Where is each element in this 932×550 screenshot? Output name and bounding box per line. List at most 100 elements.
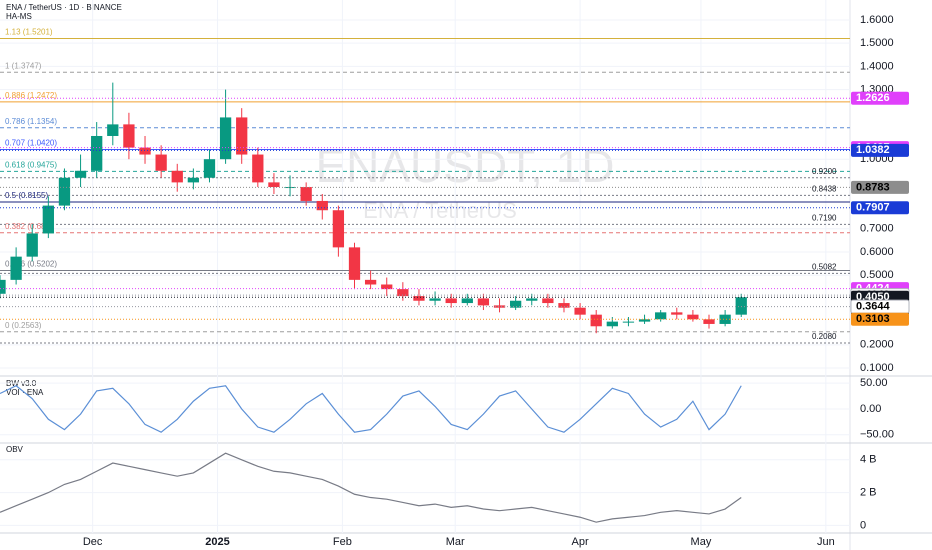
candle-body bbox=[477, 298, 490, 306]
y-tick-label: 0.6000 bbox=[860, 246, 894, 258]
indicator-name: HA-MS bbox=[6, 12, 32, 21]
y-tick-label: 0.2000 bbox=[860, 339, 894, 351]
candle-body bbox=[526, 298, 538, 301]
y-tick-label: 0 bbox=[860, 519, 866, 531]
y-tick-label: 0.00 bbox=[860, 403, 881, 415]
candle-body bbox=[58, 177, 71, 206]
candle-body bbox=[655, 312, 667, 320]
level-label: 0.7190 bbox=[812, 214, 837, 223]
price-tag-label: 1.0382 bbox=[856, 144, 890, 156]
candle-body bbox=[510, 300, 522, 308]
x-tick-label: May bbox=[691, 536, 712, 548]
price-tag-label: 0.8783 bbox=[856, 181, 890, 193]
y-tick-label: 50.00 bbox=[860, 377, 888, 389]
fib-label: 0.5 (0.8155) bbox=[5, 191, 48, 200]
candle-body bbox=[0, 279, 6, 294]
candle-body bbox=[638, 319, 651, 322]
x-tick-label: Dec bbox=[83, 536, 103, 548]
candle-body bbox=[735, 297, 747, 315]
candle-body bbox=[622, 321, 635, 323]
candle-body bbox=[493, 305, 506, 308]
level-label: 0.8438 bbox=[812, 185, 837, 194]
x-tick-label: 2025 bbox=[205, 536, 229, 548]
y-tick-label: 0.7000 bbox=[860, 223, 894, 235]
price-tag bbox=[851, 143, 909, 157]
y-tick-label: 0.5000 bbox=[860, 269, 894, 281]
y-tick-label: 1.6000 bbox=[860, 14, 894, 26]
fib-label: 1.13 (1.5201) bbox=[5, 28, 53, 37]
candle-body bbox=[91, 135, 103, 171]
indicator-title: OBV bbox=[6, 445, 24, 454]
candle-body bbox=[123, 124, 135, 148]
candle-body bbox=[74, 170, 87, 178]
candle-body bbox=[364, 279, 377, 285]
candle-body bbox=[574, 307, 586, 315]
price-tag-label: 0.7907 bbox=[856, 202, 890, 214]
fib-label: 0.786 (1.1354) bbox=[5, 117, 57, 126]
price-tag-label: 0.3103 bbox=[856, 313, 890, 325]
candle-body bbox=[139, 147, 151, 155]
candle-body bbox=[300, 187, 312, 201]
candle-body bbox=[219, 117, 232, 160]
candle-body bbox=[413, 296, 425, 301]
candle-body bbox=[252, 154, 264, 183]
price-tag bbox=[851, 180, 909, 194]
y-tick-label: 0.1000 bbox=[860, 362, 894, 374]
price-tag bbox=[851, 312, 909, 326]
candle-body bbox=[445, 298, 457, 304]
indicator-line bbox=[0, 452, 742, 523]
fib-label: 0.707 (1.0420) bbox=[5, 139, 57, 148]
candle-body bbox=[429, 298, 441, 301]
candle-body bbox=[332, 210, 345, 248]
x-tick-label: Feb bbox=[333, 536, 352, 548]
candle-body bbox=[171, 170, 183, 183]
x-tick-label: Jun bbox=[817, 536, 835, 548]
candle-body bbox=[703, 319, 715, 324]
candle-body bbox=[542, 298, 554, 304]
price-tag-label: 1.2626 bbox=[856, 92, 890, 104]
candle-body bbox=[42, 205, 54, 234]
y-tick-label: 2 B bbox=[860, 487, 877, 499]
candle-body bbox=[284, 187, 296, 189]
candle-body bbox=[187, 177, 200, 183]
candle-body bbox=[461, 298, 473, 304]
level-label: 0.2080 bbox=[812, 332, 837, 341]
watermark: ENAUSDT, 1D bbox=[315, 140, 614, 192]
y-tick-label: 4 B bbox=[860, 454, 877, 466]
candle-body bbox=[719, 314, 731, 324]
level-label: 0.9200 bbox=[812, 167, 837, 176]
candle-body bbox=[606, 321, 618, 327]
y-tick-label: 1.4000 bbox=[860, 60, 894, 72]
candle-body bbox=[10, 256, 22, 280]
fib-label: 0.886 (1.2472) bbox=[5, 91, 57, 100]
candle-body bbox=[155, 154, 167, 171]
candle-body bbox=[397, 289, 409, 297]
price-tag bbox=[851, 201, 909, 215]
candle-body bbox=[268, 182, 280, 188]
x-tick-label: Mar bbox=[446, 536, 465, 548]
x-tick-label: Apr bbox=[572, 536, 589, 548]
candle-body bbox=[26, 233, 38, 257]
fib-label: 0.618 (0.9475) bbox=[5, 160, 57, 169]
candle-body bbox=[107, 124, 119, 136]
fib-label: 1 (1.3747) bbox=[5, 61, 42, 70]
candle-body bbox=[590, 314, 602, 327]
price-tag-label: 0.3644 bbox=[856, 301, 891, 313]
candle-body bbox=[316, 200, 328, 211]
price-tag bbox=[851, 91, 909, 105]
candle-body bbox=[671, 312, 683, 315]
candle-body bbox=[203, 159, 216, 178]
indicator-line bbox=[0, 385, 742, 433]
candle-body bbox=[381, 284, 393, 290]
fib-label: 0 (0.2563) bbox=[5, 321, 42, 330]
level-label: 0.5082 bbox=[812, 262, 837, 271]
symbol-title: ENA / TetherUS · 1D · BINANCE bbox=[6, 3, 122, 12]
candle-body bbox=[236, 117, 248, 155]
fib-label: 0.382 (0.683) bbox=[5, 222, 53, 231]
y-tick-label: −50.00 bbox=[860, 429, 894, 441]
fib-label: 0.236 (0.5202) bbox=[5, 260, 57, 269]
candle-body bbox=[687, 314, 699, 320]
y-tick-label: 1.5000 bbox=[860, 37, 894, 49]
candle-body bbox=[348, 247, 361, 280]
